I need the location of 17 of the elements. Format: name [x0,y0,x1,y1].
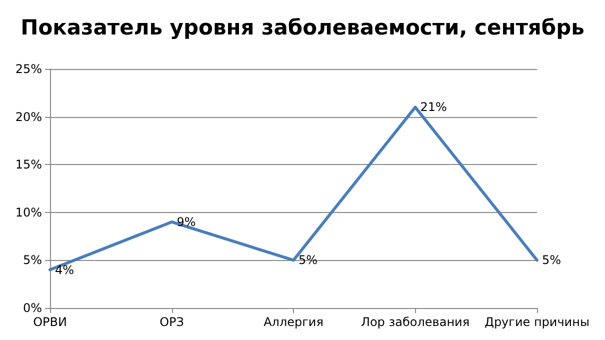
x-tick-label: Лор заболевания [360,315,470,329]
y-tick-label: 10% [15,205,42,220]
data-label: 5% [298,253,318,268]
data-label: 4% [55,262,74,277]
y-tick-label: 0% [22,301,42,315]
y-tick-label: 5% [22,253,42,268]
data-label: 21% [420,100,447,114]
data-label: 5% [542,253,562,268]
x-tick-label: Другие причины [484,315,590,329]
x-tick-label: ОРЗ [160,315,184,329]
x-tick-label: Аллергия [264,315,324,329]
y-tick-label: 15% [15,158,42,172]
data-label: 9% [176,214,196,229]
x-tick-label: ОРВИ [33,315,67,329]
y-tick-label: 25% [15,62,42,76]
y-tick-label: 20% [15,110,42,124]
chart-title: Показатель уровня заболеваемости, сентябрь [20,16,584,40]
